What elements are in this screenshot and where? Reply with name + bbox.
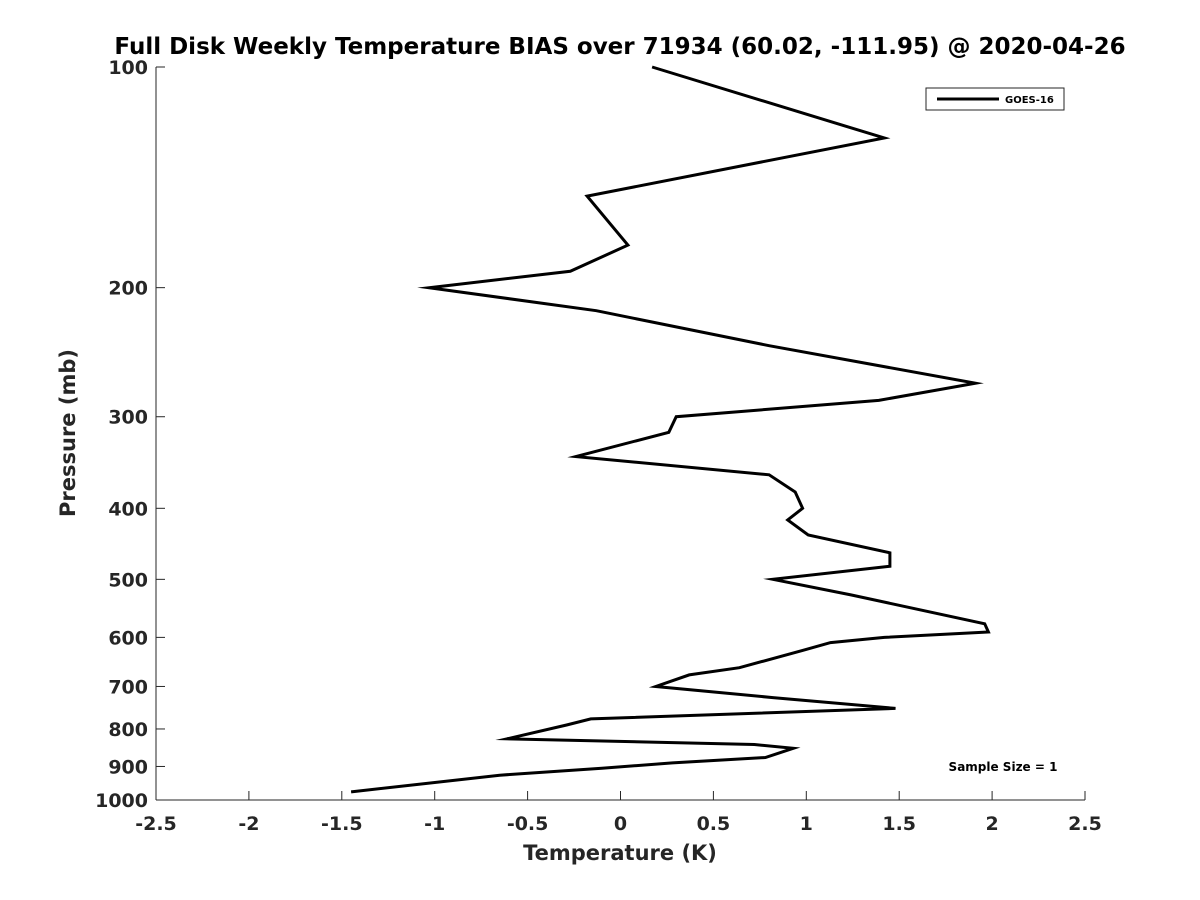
y-tick-label: 1000 <box>95 790 148 812</box>
y-tick-label: 400 <box>108 498 148 520</box>
y-tick-label: 500 <box>108 569 148 591</box>
y-tick-label: 800 <box>108 719 148 741</box>
legend: GOES-16 <box>925 87 1065 111</box>
x-tick-label: 0 <box>614 813 627 835</box>
sample-size-annotation: Sample Size = 1 <box>949 760 1058 774</box>
series-line-goes-16 <box>350 65 991 794</box>
legend-label-goes-16: GOES-16 <box>1005 95 1054 106</box>
x-tick-label: -2 <box>238 813 259 835</box>
x-axis-ticks: -2.5 -2 -1.5 -1 -0.5 0 0.5 1 1.5 2 2.5 <box>135 791 1102 835</box>
x-tick-label: -1 <box>424 813 445 835</box>
plot-area: -2.5 -2 -1.5 -1 -0.5 0 0.5 1 1.5 2 2.5 100 200 300 40… <box>95 57 1102 835</box>
x-tick-label: 1 <box>800 813 813 835</box>
x-tick-label: -2.5 <box>135 813 177 835</box>
y-tick-label: 700 <box>108 676 148 698</box>
x-axis-label: Temperature (K) <box>523 841 717 865</box>
y-axis-label: Pressure (mb) <box>56 349 80 517</box>
x-tick-label: 2.5 <box>1068 813 1102 835</box>
x-tick-label: 0.5 <box>697 813 731 835</box>
x-tick-label: -0.5 <box>507 813 549 835</box>
y-tick-label: 900 <box>108 756 148 778</box>
y-tick-label: 100 <box>108 57 148 79</box>
y-tick-label: 600 <box>108 627 148 649</box>
y-tick-label: 200 <box>108 278 148 300</box>
y-axis-ticks: 100 200 300 400 500 600 700 800 900 1000 <box>95 57 165 812</box>
y-tick-label: 300 <box>108 407 148 429</box>
x-tick-label: 2 <box>985 813 998 835</box>
x-tick-label: -1.5 <box>321 813 363 835</box>
x-tick-label: 1.5 <box>882 813 916 835</box>
chart-title: Full Disk Weekly Temperature BIAS over 7… <box>114 34 1125 60</box>
